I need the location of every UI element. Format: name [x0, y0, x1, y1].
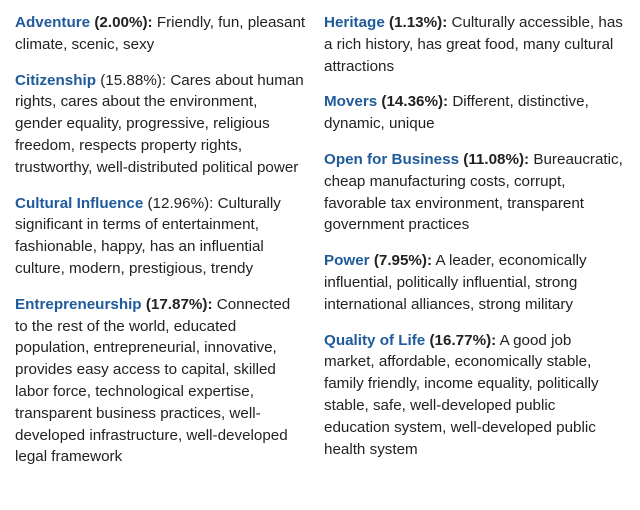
term-label: Power — [324, 252, 370, 270]
entry-adventure: Adventure (2.00%): Friendly, fun, pleasa… — [15, 12, 307, 56]
description-text: Culturally significant in terms of enter… — [15, 194, 281, 277]
percent-label: (17.87%): — [145, 295, 213, 313]
percent-label: (7.95%): — [373, 252, 433, 270]
description-text: Connected to the rest of the world, educ… — [15, 295, 291, 466]
entry-movers: Movers (14.36%): Different, distinctive,… — [324, 91, 624, 135]
term-label: Entrepreneurship — [15, 295, 142, 313]
term-label: Adventure — [15, 14, 91, 31]
percent-label: (16.77%): — [429, 331, 497, 349]
entry-heritage: Heritage (1.13%): Culturally accessible,… — [324, 12, 624, 77]
term-label: Citizenship — [15, 71, 97, 89]
entry-entrepreneurship: Entrepreneurship (17.87%): Connected to … — [15, 294, 307, 468]
description-text: Different, distinctive, dynamic, unique — [324, 93, 589, 133]
description-text: Cares about human rights, cares about th… — [15, 71, 304, 176]
percent-label: (14.36%): — [381, 93, 449, 111]
term-label: Movers — [324, 93, 378, 111]
term-label: Cultural Influence — [15, 194, 144, 212]
description-text: A leader, economically influential, poli… — [324, 252, 587, 313]
percent-label: (11.08%): — [463, 150, 530, 168]
entry-open-for-business: Open for Business (11.08%): Bureaucratic… — [324, 149, 624, 236]
entry-citizenship: Citizenship (15.88%): Cares about human … — [15, 70, 307, 179]
description-text: Friendly, fun, pleasant climate, scenic,… — [15, 14, 306, 53]
term-label: Open for Business — [324, 150, 460, 168]
description-text: Bureaucratic, cheap manufacturing costs,… — [324, 150, 623, 234]
description-text: A good job market, affordable, economica… — [324, 331, 599, 458]
entry-quality-of-life: Quality of Life (16.77%): A good job mar… — [324, 330, 624, 461]
left-column: Adventure (2.00%): Friendly, fun, pleasa… — [15, 12, 307, 482]
percent-label: (1.13%): — [389, 14, 448, 31]
percent-label: (12.96%): — [147, 194, 214, 212]
right-column: Heritage (1.13%): Culturally accessible,… — [324, 12, 624, 474]
percent-label: (15.88%): — [100, 71, 167, 89]
entry-cultural-influence: Cultural Influence (12.96%): Culturally … — [15, 193, 307, 280]
entry-power: Power (7.95%): A leader, economically in… — [324, 250, 624, 315]
term-label: Quality of Life — [324, 331, 426, 349]
percent-label: (2.00%): — [94, 14, 153, 31]
description-text: Culturally accessible, has a rich histor… — [324, 14, 623, 75]
term-label: Heritage — [324, 14, 385, 31]
